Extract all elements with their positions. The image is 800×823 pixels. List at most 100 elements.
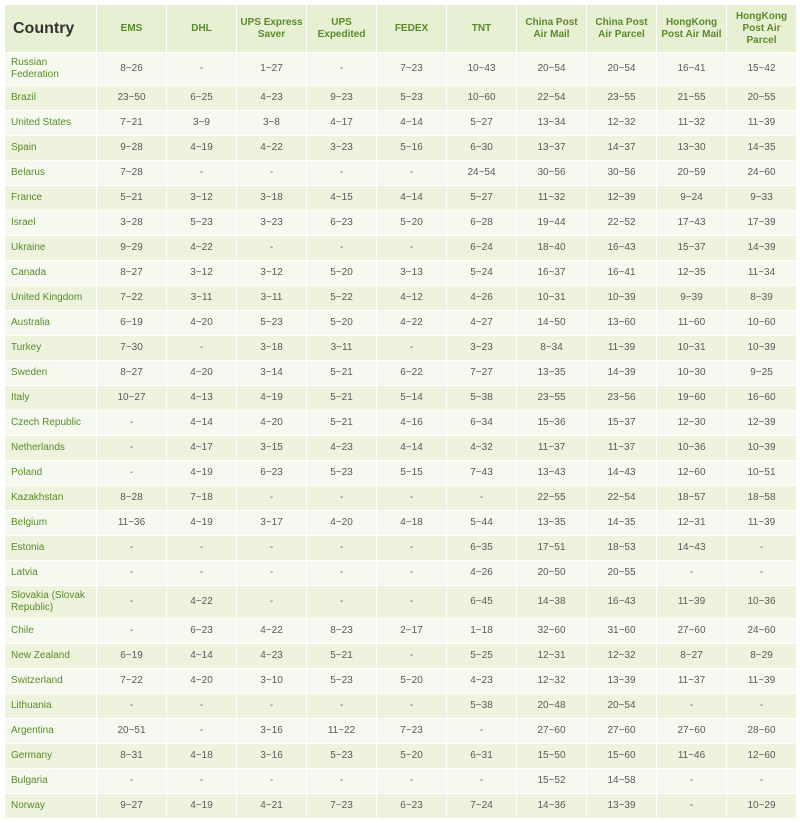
value-cell: 4~12	[377, 286, 447, 311]
value-cell: 16~41	[657, 53, 727, 86]
value-cell: 3~10	[237, 669, 307, 694]
value-cell: 12~31	[517, 644, 587, 669]
table-row: Slovakia (Slovak Republic)-4~22---6~4514…	[5, 586, 797, 619]
value-cell: 6~30	[447, 136, 517, 161]
value-cell: 11~37	[517, 436, 587, 461]
value-cell: 10~29	[727, 794, 797, 819]
shipping-times-table: CountryEMSDHLUPS Express SaverUPS Expedi…	[4, 4, 797, 819]
value-cell: -	[237, 586, 307, 619]
value-cell: 9~25	[727, 361, 797, 386]
value-cell: 8~34	[517, 336, 587, 361]
value-cell: 4~19	[237, 386, 307, 411]
value-cell: 5~14	[377, 386, 447, 411]
value-cell: -	[237, 161, 307, 186]
value-cell: 24~60	[727, 161, 797, 186]
value-cell: 24~54	[447, 161, 517, 186]
value-cell: 14~43	[587, 461, 657, 486]
value-cell: 5~21	[307, 644, 377, 669]
value-cell: 20~48	[517, 694, 587, 719]
value-cell: 7~30	[97, 336, 167, 361]
country-cell: Turkey	[5, 336, 97, 361]
value-cell: 7~23	[307, 794, 377, 819]
country-cell: Italy	[5, 386, 97, 411]
col-tnt: TNT	[447, 5, 517, 53]
value-cell: -	[167, 694, 237, 719]
value-cell: -	[377, 161, 447, 186]
value-cell: 8~26	[97, 53, 167, 86]
country-cell: Chile	[5, 619, 97, 644]
value-cell: 16~41	[587, 261, 657, 286]
col-dhl: DHL	[167, 5, 237, 53]
value-cell: 7~27	[447, 361, 517, 386]
value-cell: -	[307, 561, 377, 586]
value-cell: 3~16	[237, 744, 307, 769]
value-cell: 12~35	[657, 261, 727, 286]
value-cell: -	[727, 536, 797, 561]
value-cell: 4~14	[167, 644, 237, 669]
value-cell: 11~39	[727, 111, 797, 136]
value-cell: -	[447, 769, 517, 794]
table-row: Switzerland7~224~203~105~235~204~2312~32…	[5, 669, 797, 694]
value-cell: 11~34	[727, 261, 797, 286]
value-cell: 12~60	[727, 744, 797, 769]
table-row: Netherlands-4~173~154~234~144~3211~3711~…	[5, 436, 797, 461]
value-cell: 5~44	[447, 511, 517, 536]
value-cell: -	[97, 461, 167, 486]
value-cell: 10~30	[657, 361, 727, 386]
value-cell: 4~26	[447, 561, 517, 586]
value-cell: -	[307, 53, 377, 86]
value-cell: 6~23	[237, 461, 307, 486]
value-cell: 32~60	[517, 619, 587, 644]
value-cell: 3~15	[237, 436, 307, 461]
col-hongkong-post-air-parcel: HongKong Post Air Parcel	[727, 5, 797, 53]
value-cell: 9~24	[657, 186, 727, 211]
table-row: United Kingdom7~223~113~115~224~124~2610…	[5, 286, 797, 311]
value-cell: 17~43	[657, 211, 727, 236]
value-cell: 17~51	[517, 536, 587, 561]
value-cell: 3~18	[237, 336, 307, 361]
value-cell: 7~18	[167, 486, 237, 511]
value-cell: 7~24	[447, 794, 517, 819]
value-cell: 15~60	[587, 744, 657, 769]
value-cell: 23~50	[97, 86, 167, 111]
country-cell: Belarus	[5, 161, 97, 186]
value-cell: 30~56	[587, 161, 657, 186]
value-cell: 5~38	[447, 694, 517, 719]
value-cell: 6~22	[377, 361, 447, 386]
table-row: Lithuania-----5~3820~4820~54--	[5, 694, 797, 719]
value-cell: 10~39	[727, 336, 797, 361]
value-cell: 23~55	[517, 386, 587, 411]
value-cell: 10~60	[727, 311, 797, 336]
value-cell: 10~51	[727, 461, 797, 486]
value-cell: -	[657, 794, 727, 819]
value-cell: 3~12	[167, 261, 237, 286]
value-cell: 6~19	[97, 644, 167, 669]
value-cell: 6~23	[307, 211, 377, 236]
value-cell: 8~23	[307, 619, 377, 644]
value-cell: 18~53	[587, 536, 657, 561]
table-row: France5~213~123~184~154~145~2711~3212~39…	[5, 186, 797, 211]
value-cell: 3~14	[237, 361, 307, 386]
value-cell: 4~22	[377, 311, 447, 336]
value-cell: -	[377, 694, 447, 719]
country-cell: Netherlands	[5, 436, 97, 461]
value-cell: 6~23	[167, 619, 237, 644]
value-cell: 3~9	[167, 111, 237, 136]
table-row: Estonia-----6~3517~5118~5314~43-	[5, 536, 797, 561]
value-cell: 4~18	[377, 511, 447, 536]
table-row: Sweden8~274~203~145~216~227~2713~3514~39…	[5, 361, 797, 386]
value-cell: 7~28	[97, 161, 167, 186]
value-cell: -	[377, 769, 447, 794]
value-cell: 5~15	[377, 461, 447, 486]
value-cell: 7~22	[97, 286, 167, 311]
value-cell: 13~60	[587, 311, 657, 336]
value-cell: -	[447, 719, 517, 744]
value-cell: 4~19	[167, 461, 237, 486]
value-cell: 13~30	[657, 136, 727, 161]
value-cell: 4~17	[167, 436, 237, 461]
value-cell: -	[97, 536, 167, 561]
value-cell: 7~23	[377, 53, 447, 86]
country-cell: Russian Federation	[5, 53, 97, 86]
value-cell: 5~21	[307, 361, 377, 386]
value-cell: 3~11	[237, 286, 307, 311]
